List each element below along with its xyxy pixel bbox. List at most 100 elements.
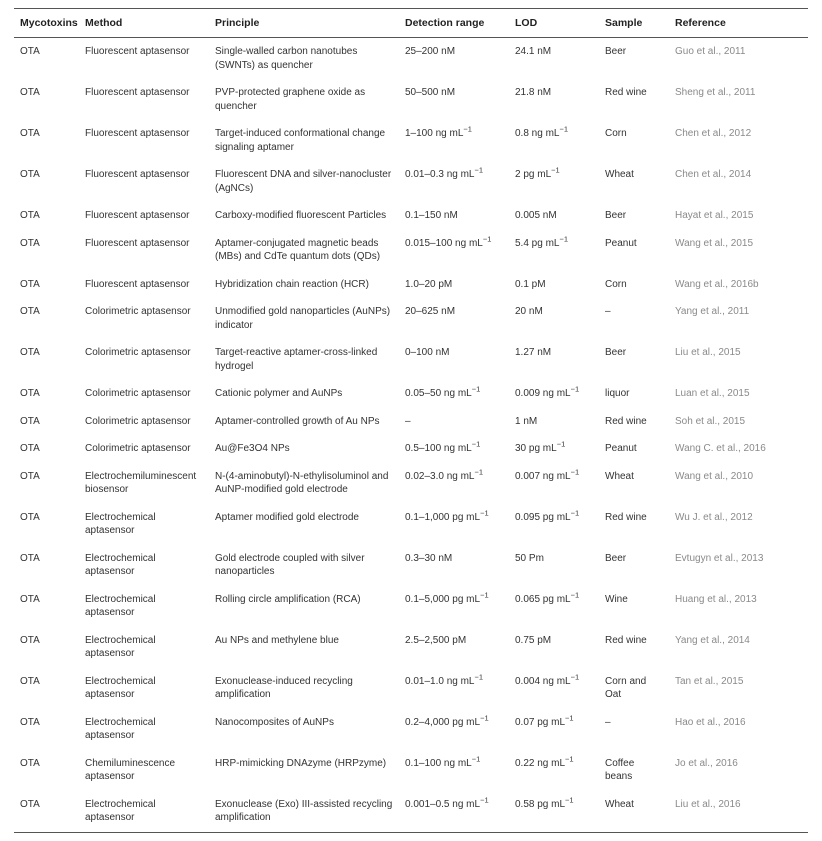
cell-lod: 0.009 ng mL−1 [509, 380, 599, 408]
col-header-mycotoxins: Mycotoxins [14, 9, 79, 38]
cell-range: 0.1–100 ng mL−1 [399, 750, 509, 791]
cell-method: Fluorescent aptasensor [79, 202, 209, 230]
cell-principle: Gold electrode coupled with silver nanop… [209, 545, 399, 586]
cell-method: Fluorescent aptasensor [79, 271, 209, 299]
cell-lod: 1.27 nM [509, 339, 599, 380]
cell-lod: 0.007 ng mL−1 [509, 463, 599, 504]
cell-reference: Wang et al., 2016b [669, 271, 808, 299]
cell-reference: Evtugyn et al., 2013 [669, 545, 808, 586]
cell-sample: Wine [599, 586, 669, 627]
table-row: OTAColorimetric aptasensorAptamer-contro… [14, 408, 808, 436]
cell-lod: 0.07 pg mL−1 [509, 709, 599, 750]
cell-mycotoxin: OTA [14, 586, 79, 627]
table-row: OTAElectrochemical aptasensorRolling cir… [14, 586, 808, 627]
cell-sample: Beer [599, 202, 669, 230]
cell-method: Chemiluminescence aptasensor [79, 750, 209, 791]
cell-principle: Aptamer-controlled growth of Au NPs [209, 408, 399, 436]
cell-reference: Yang et al., 2011 [669, 298, 808, 339]
cell-range: 0.2–4,000 pg mL−1 [399, 709, 509, 750]
cell-method: Colorimetric aptasensor [79, 435, 209, 463]
cell-principle: Rolling circle amplification (RCA) [209, 586, 399, 627]
cell-method: Colorimetric aptasensor [79, 408, 209, 436]
cell-sample: Corn [599, 120, 669, 161]
cell-principle: N-(4-aminobutyl)-N-ethylisoluminol and A… [209, 463, 399, 504]
cell-range: 0–100 nM [399, 339, 509, 380]
cell-mycotoxin: OTA [14, 408, 79, 436]
table-row: OTAFluorescent aptasensorCarboxy-modifie… [14, 202, 808, 230]
cell-mycotoxin: OTA [14, 791, 79, 833]
cell-reference: Hao et al., 2016 [669, 709, 808, 750]
col-header-reference: Reference [669, 9, 808, 38]
cell-lod: 0.065 pg mL−1 [509, 586, 599, 627]
cell-sample: Beer [599, 339, 669, 380]
table-row: OTAFluorescent aptasensorFluorescent DNA… [14, 161, 808, 202]
cell-lod: 20 nM [509, 298, 599, 339]
table-row: OTAFluorescent aptasensorPVP-protected g… [14, 79, 808, 120]
cell-lod: 30 pg mL−1 [509, 435, 599, 463]
cell-principle: Cationic polymer and AuNPs [209, 380, 399, 408]
cell-range: 0.1–150 nM [399, 202, 509, 230]
table-row: OTAColorimetric aptasensorCationic polym… [14, 380, 808, 408]
cell-reference: Chen et al., 2014 [669, 161, 808, 202]
cell-sample: Wheat [599, 791, 669, 833]
cell-principle: Aptamer-conjugated magnetic beads (MBs) … [209, 230, 399, 271]
cell-principle: PVP-protected graphene oxide as quencher [209, 79, 399, 120]
cell-reference: Yang et al., 2014 [669, 627, 808, 668]
cell-reference: Jo et al., 2016 [669, 750, 808, 791]
col-header-lod: LOD [509, 9, 599, 38]
cell-method: Electrochemical aptasensor [79, 545, 209, 586]
cell-sample: Wheat [599, 161, 669, 202]
cell-reference: Guo et al., 2011 [669, 38, 808, 80]
cell-mycotoxin: OTA [14, 435, 79, 463]
cell-method: Electrochemical aptasensor [79, 791, 209, 833]
cell-principle: Aptamer modified gold electrode [209, 504, 399, 545]
cell-range: 0.02–3.0 ng mL−1 [399, 463, 509, 504]
cell-method: Fluorescent aptasensor [79, 230, 209, 271]
cell-method: Colorimetric aptasensor [79, 339, 209, 380]
cell-principle: Carboxy-modified fluorescent Particles [209, 202, 399, 230]
cell-reference: Hayat et al., 2015 [669, 202, 808, 230]
cell-method: Fluorescent aptasensor [79, 38, 209, 80]
cell-range: 0.05–50 ng mL−1 [399, 380, 509, 408]
cell-principle: HRP-mimicking DNAzyme (HRPzyme) [209, 750, 399, 791]
cell-sample: Peanut [599, 230, 669, 271]
cell-mycotoxin: OTA [14, 750, 79, 791]
cell-principle: Hybridization chain reaction (HCR) [209, 271, 399, 299]
cell-range: 0.001–0.5 ng mL−1 [399, 791, 509, 833]
cell-mycotoxin: OTA [14, 709, 79, 750]
col-header-method: Method [79, 9, 209, 38]
cell-method: Electrochemical aptasensor [79, 709, 209, 750]
table-row: OTAFluorescent aptasensorSingle-walled c… [14, 38, 808, 80]
col-header-principle: Principle [209, 9, 399, 38]
cell-mycotoxin: OTA [14, 202, 79, 230]
cell-method: Fluorescent aptasensor [79, 120, 209, 161]
cell-lod: 0.1 pM [509, 271, 599, 299]
table-row: OTAElectrochemiluminescent biosensorN-(4… [14, 463, 808, 504]
col-header-detection-range: Detection range [399, 9, 509, 38]
cell-lod: 0.005 nM [509, 202, 599, 230]
cell-sample: Beer [599, 545, 669, 586]
cell-reference: Huang et al., 2013 [669, 586, 808, 627]
cell-range: 50–500 nM [399, 79, 509, 120]
cell-range: 0.015–100 ng mL−1 [399, 230, 509, 271]
cell-lod: 0.75 pM [509, 627, 599, 668]
table-row: OTAColorimetric aptasensorUnmodified gol… [14, 298, 808, 339]
table-body: OTAFluorescent aptasensorSingle-walled c… [14, 38, 808, 833]
cell-reference: Wang et al., 2010 [669, 463, 808, 504]
table-row: OTAElectrochemical aptasensorAu NPs and … [14, 627, 808, 668]
cell-reference: Wu J. et al., 2012 [669, 504, 808, 545]
cell-mycotoxin: OTA [14, 668, 79, 709]
table-row: OTAElectrochemical aptasensorExonuclease… [14, 791, 808, 833]
cell-range: 25–200 nM [399, 38, 509, 80]
cell-lod: 5.4 pg mL−1 [509, 230, 599, 271]
cell-mycotoxin: OTA [14, 120, 79, 161]
cell-range: 0.1–1,000 pg mL−1 [399, 504, 509, 545]
cell-range: 0.1–5,000 pg mL−1 [399, 586, 509, 627]
table-row: OTAElectrochemical aptasensorGold electr… [14, 545, 808, 586]
cell-range: 0.01–1.0 ng mL−1 [399, 668, 509, 709]
table-header-row: Mycotoxins Method Principle Detection ra… [14, 9, 808, 38]
cell-lod: 2 pg mL−1 [509, 161, 599, 202]
cell-mycotoxin: OTA [14, 230, 79, 271]
cell-lod: 0.095 pg mL−1 [509, 504, 599, 545]
cell-sample: Peanut [599, 435, 669, 463]
